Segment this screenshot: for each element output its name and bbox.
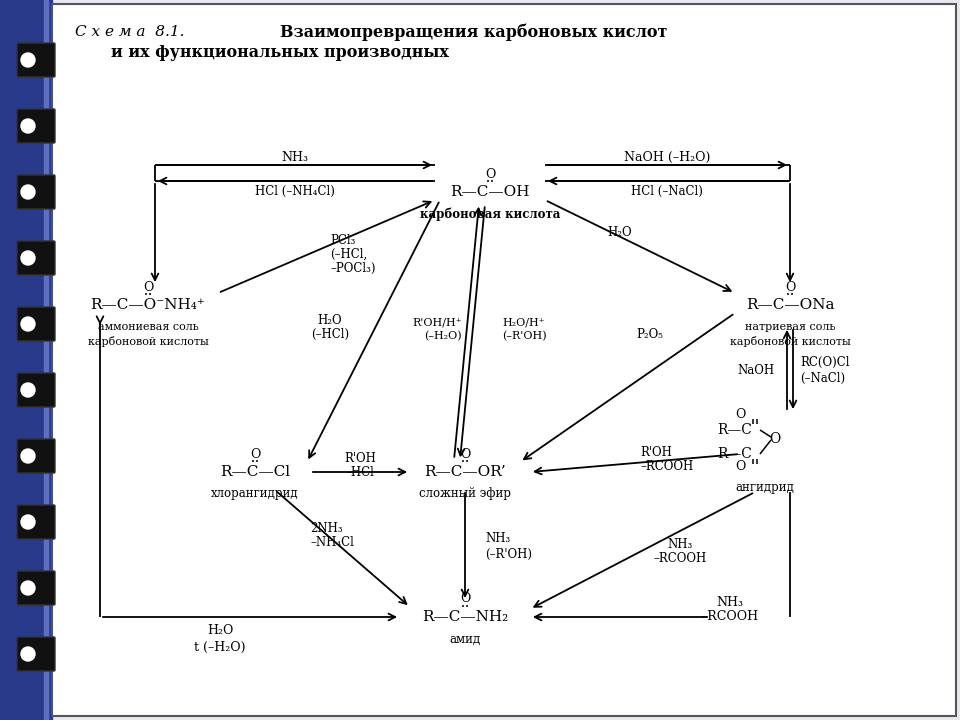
- Circle shape: [23, 253, 33, 263]
- Text: O: O: [785, 281, 795, 294]
- Text: NaOH: NaOH: [738, 364, 775, 377]
- Text: (–HCl): (–HCl): [311, 328, 349, 341]
- Text: (–NaCl): (–NaCl): [800, 372, 845, 384]
- Text: t (–H₂O): t (–H₂O): [194, 641, 246, 654]
- FancyBboxPatch shape: [17, 571, 55, 605]
- Text: и их функциональных производных: и их функциональных производных: [111, 43, 449, 60]
- FancyBboxPatch shape: [17, 439, 55, 473]
- Text: R'OH/H⁺: R'OH/H⁺: [413, 317, 462, 327]
- Text: карбоновой кислоты: карбоновой кислоты: [730, 336, 851, 346]
- Text: карбоновая кислота: карбоновая кислота: [420, 207, 561, 221]
- Text: H₂O: H₂O: [206, 624, 233, 637]
- Circle shape: [21, 581, 35, 595]
- FancyBboxPatch shape: [17, 43, 55, 77]
- FancyBboxPatch shape: [17, 241, 55, 275]
- Text: R—C—ONa: R—C—ONa: [746, 298, 834, 312]
- Text: натриевая соль: натриевая соль: [745, 322, 835, 332]
- FancyBboxPatch shape: [52, 4, 956, 716]
- Text: R—C—Cl: R—C—Cl: [220, 465, 290, 479]
- Circle shape: [21, 185, 35, 199]
- Text: R—C—O⁻NH₄⁺: R—C—O⁻NH₄⁺: [90, 298, 205, 312]
- Text: NH₃: NH₃: [485, 531, 511, 544]
- Text: O: O: [460, 593, 470, 606]
- Text: O: O: [769, 432, 780, 446]
- Circle shape: [23, 319, 33, 329]
- Text: –NH₄Cl: –NH₄Cl: [310, 536, 354, 549]
- Circle shape: [23, 187, 33, 197]
- Circle shape: [23, 385, 33, 395]
- Circle shape: [21, 515, 35, 529]
- FancyBboxPatch shape: [17, 109, 55, 143]
- Circle shape: [23, 55, 33, 65]
- Text: R—C—OH: R—C—OH: [450, 185, 530, 199]
- FancyBboxPatch shape: [17, 373, 55, 407]
- Text: NH₃: NH₃: [281, 150, 308, 163]
- Text: карбоновой кислоты: карбоновой кислоты: [87, 336, 208, 346]
- Text: HCl (–NH₄Cl): HCl (–NH₄Cl): [255, 184, 335, 197]
- Text: P₂O₅: P₂O₅: [636, 328, 663, 341]
- Text: O: O: [734, 461, 745, 474]
- Text: NH₃: NH₃: [667, 539, 692, 552]
- Text: –RCOOH: –RCOOH: [640, 459, 693, 472]
- Text: –POCl₃): –POCl₃): [330, 261, 375, 274]
- Text: амид: амид: [449, 632, 481, 646]
- Text: сложный эфир: сложный эфир: [419, 487, 511, 500]
- Circle shape: [21, 317, 35, 331]
- Text: Взаимопревращения карбоновых кислот: Взаимопревращения карбоновых кислот: [280, 23, 667, 41]
- Text: (–R'OH): (–R'OH): [485, 547, 532, 560]
- Text: R—C: R—C: [717, 423, 753, 437]
- Circle shape: [21, 251, 35, 265]
- Circle shape: [21, 119, 35, 133]
- Text: R'OH: R'OH: [640, 446, 672, 459]
- Text: R—C: R—C: [717, 447, 753, 461]
- Text: 2NH₃: 2NH₃: [310, 521, 343, 534]
- Text: С х е м а  8.1.: С х е м а 8.1.: [75, 25, 184, 39]
- FancyBboxPatch shape: [17, 637, 55, 671]
- Text: O: O: [734, 408, 745, 420]
- Circle shape: [23, 517, 33, 527]
- Text: O: O: [143, 281, 154, 294]
- Text: NH₃: NH₃: [716, 596, 743, 610]
- FancyBboxPatch shape: [17, 307, 55, 341]
- Text: NaOH (–H₂O): NaOH (–H₂O): [624, 150, 710, 163]
- Text: –RCOOH: –RCOOH: [702, 611, 758, 624]
- Text: H₂O: H₂O: [608, 225, 633, 238]
- FancyBboxPatch shape: [17, 505, 55, 539]
- Circle shape: [21, 383, 35, 397]
- Text: –RCOOH: –RCOOH: [654, 552, 707, 565]
- Text: ангидрид: ангидрид: [735, 482, 795, 495]
- Bar: [44, 0, 48, 720]
- Circle shape: [23, 121, 33, 131]
- Text: (–H₂O): (–H₂O): [424, 331, 462, 341]
- Text: (–R'OH): (–R'OH): [502, 331, 546, 341]
- Circle shape: [21, 647, 35, 661]
- Bar: [0, 0, 52, 720]
- Text: аммониевая соль: аммониевая соль: [98, 322, 199, 332]
- Text: O: O: [460, 448, 470, 461]
- Circle shape: [23, 583, 33, 593]
- Text: R—C—OR’: R—C—OR’: [424, 465, 506, 479]
- Text: O: O: [250, 448, 260, 461]
- Text: HCl (–NaCl): HCl (–NaCl): [631, 184, 703, 197]
- FancyBboxPatch shape: [17, 175, 55, 209]
- Text: O: O: [485, 168, 495, 181]
- Text: –HCl: –HCl: [346, 466, 374, 479]
- Circle shape: [23, 649, 33, 659]
- Text: PCl₃: PCl₃: [330, 233, 355, 246]
- Text: R—C—NH₂: R—C—NH₂: [421, 610, 508, 624]
- Text: хлорангидрид: хлорангидрид: [211, 487, 299, 500]
- Text: (–HCl,: (–HCl,: [330, 248, 368, 261]
- Text: RC(O)Cl: RC(O)Cl: [800, 356, 850, 369]
- Text: H₂O: H₂O: [318, 313, 343, 326]
- Text: R'OH: R'OH: [344, 451, 376, 464]
- Circle shape: [21, 53, 35, 67]
- Circle shape: [21, 449, 35, 463]
- Text: H₂O/H⁺: H₂O/H⁺: [502, 317, 544, 327]
- Circle shape: [23, 451, 33, 461]
